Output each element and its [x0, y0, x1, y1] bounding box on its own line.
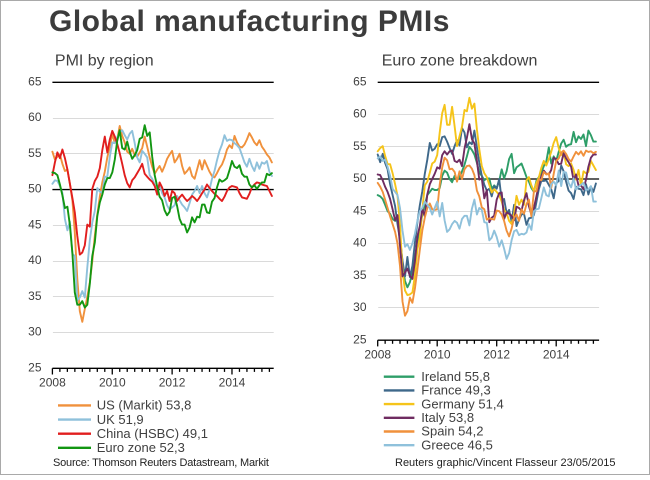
svg-text:45: 45 — [353, 203, 367, 217]
svg-text:30: 30 — [353, 300, 367, 314]
svg-text:60: 60 — [353, 107, 367, 121]
svg-text:25: 25 — [28, 360, 42, 374]
svg-text:China (HSBC) 49,1: China (HSBC) 49,1 — [97, 426, 208, 441]
svg-text:Germany 51,4: Germany 51,4 — [421, 396, 503, 411]
svg-text:2010: 2010 — [99, 376, 126, 390]
svg-text:2012: 2012 — [483, 348, 510, 362]
svg-text:65: 65 — [28, 74, 42, 88]
svg-text:2014: 2014 — [543, 348, 570, 362]
svg-text:30: 30 — [28, 325, 42, 339]
svg-text:2010: 2010 — [424, 348, 451, 362]
svg-text:France 49,3: France 49,3 — [421, 383, 490, 398]
svg-text:35: 35 — [28, 289, 42, 303]
svg-text:50: 50 — [28, 182, 42, 196]
svg-text:2014: 2014 — [219, 376, 246, 390]
svg-text:40: 40 — [28, 253, 42, 267]
svg-text:2008: 2008 — [364, 348, 391, 362]
svg-text:50: 50 — [353, 171, 367, 185]
svg-text:PMI by region: PMI by region — [55, 52, 154, 69]
svg-text:55: 55 — [28, 146, 42, 160]
svg-text:2008: 2008 — [39, 376, 66, 390]
svg-text:65: 65 — [353, 74, 367, 88]
svg-text:US (Markit) 53,8: US (Markit) 53,8 — [97, 398, 192, 413]
svg-text:Ireland 55,8: Ireland 55,8 — [421, 369, 490, 384]
svg-text:2012: 2012 — [159, 376, 186, 390]
svg-text:60: 60 — [28, 110, 42, 124]
svg-text:35: 35 — [353, 268, 367, 282]
svg-text:Euro zone 52,3: Euro zone 52,3 — [97, 440, 185, 455]
svg-text:UK 51,9: UK 51,9 — [97, 412, 144, 427]
svg-text:55: 55 — [353, 139, 367, 153]
svg-text:Spain 54,2: Spain 54,2 — [421, 424, 483, 439]
svg-text:40: 40 — [353, 236, 367, 250]
svg-text:25: 25 — [353, 332, 367, 346]
svg-text:Italy 53,8: Italy 53,8 — [421, 410, 474, 425]
svg-text:45: 45 — [28, 217, 42, 231]
svg-text:Greece 46,5: Greece 46,5 — [421, 437, 493, 452]
svg-text:Euro zone breakdown: Euro zone breakdown — [382, 52, 538, 69]
